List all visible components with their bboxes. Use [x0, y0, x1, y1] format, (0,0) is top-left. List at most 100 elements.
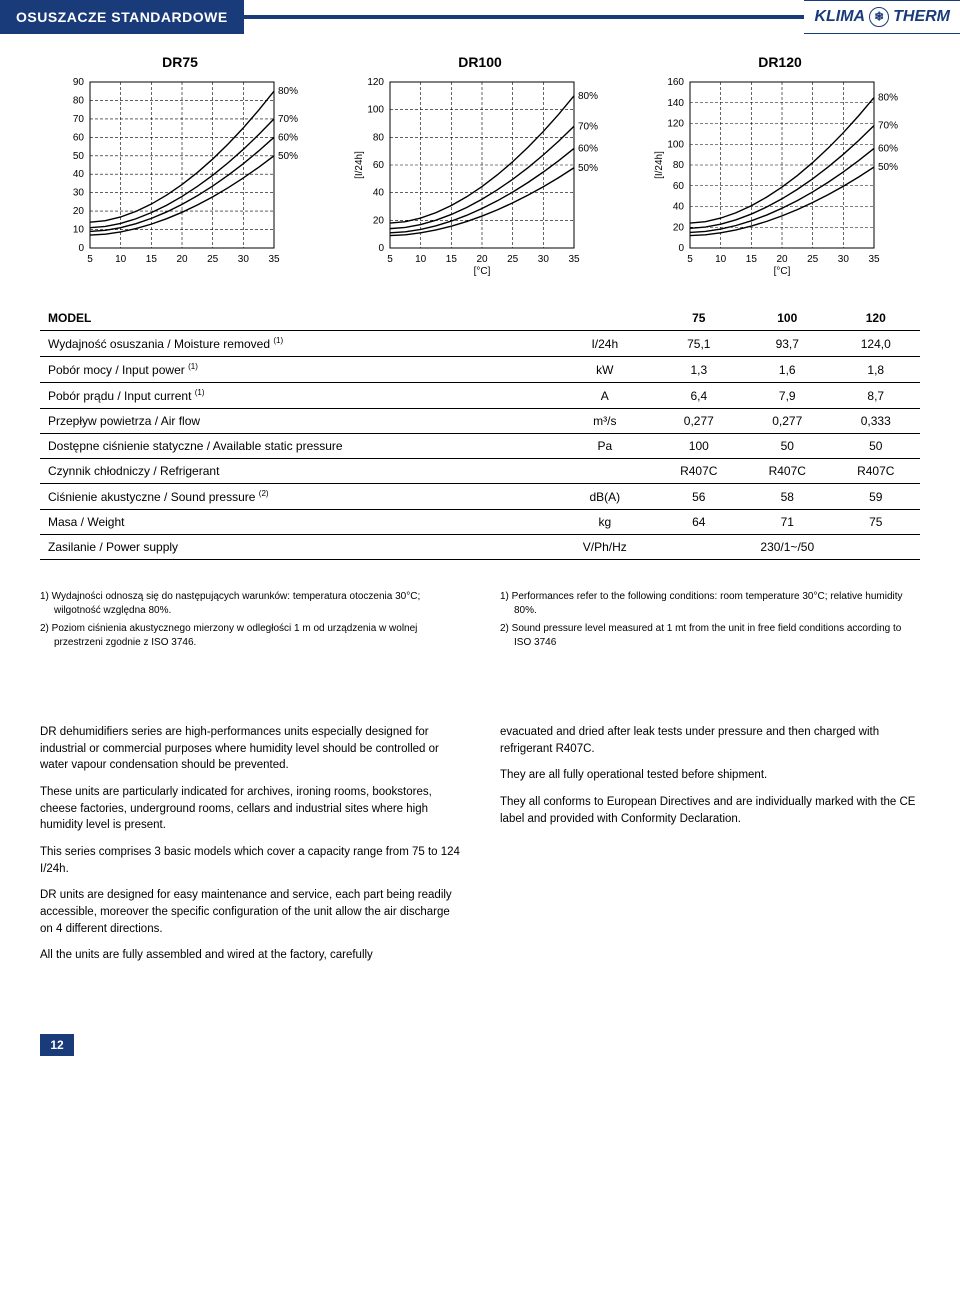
table-cell: 93,7 [743, 331, 831, 357]
svg-text:25: 25 [807, 254, 819, 265]
table-cell: 0,277 [655, 409, 743, 434]
svg-text:50: 50 [73, 151, 85, 162]
table-cell: 59 [831, 484, 920, 510]
table-cell: A [555, 383, 655, 409]
table-row: Wydajność osuszania / Moisture removed (… [40, 331, 920, 357]
svg-text:50%: 50% [878, 162, 898, 173]
chart-dr100: DR100 5101520253035020406080100120[I/24h… [340, 54, 620, 276]
svg-text:35: 35 [268, 254, 280, 265]
table-cell: 230/1~/50 [655, 535, 920, 560]
svg-text:15: 15 [146, 254, 158, 265]
spec-table-body: MODEL75100120Wydajność osuszania / Moist… [40, 306, 920, 560]
table-row: Dostępne ciśnienie statyczne / Available… [40, 434, 920, 459]
chart-title: DR75 [162, 54, 198, 70]
svg-text:5: 5 [387, 254, 393, 265]
svg-text:60: 60 [73, 132, 85, 143]
page-header: OSUSZACZE STANDARDOWE KLIMA THERM [0, 0, 960, 34]
svg-text:80%: 80% [578, 91, 598, 102]
text-paragraph: They are all fully operational tested be… [500, 767, 920, 784]
svg-text:30: 30 [238, 254, 250, 265]
svg-text:40: 40 [373, 188, 385, 199]
table-cell: V/Ph/Hz [555, 535, 655, 560]
brand-logo: KLIMA THERM [804, 0, 960, 34]
table-cell: 100 [655, 434, 743, 459]
svg-text:60%: 60% [278, 132, 298, 143]
table-row: Zasilanie / Power supplyV/Ph/Hz230/1~/50 [40, 535, 920, 560]
table-cell: Pobór mocy / Input power (1) [40, 357, 555, 383]
chart-title: DR120 [758, 54, 802, 70]
svg-text:100: 100 [367, 105, 384, 116]
table-header-cell: 120 [831, 306, 920, 331]
table-header-cell: 75 [655, 306, 743, 331]
svg-text:5: 5 [687, 254, 693, 265]
table-cell: 1,3 [655, 357, 743, 383]
svg-text:70: 70 [73, 114, 85, 125]
footnote-col-left: 1) Wydajności odnoszą się do następujący… [40, 590, 460, 654]
table-cell: Przepływ powietrza / Air flow [40, 409, 555, 434]
table-cell: kg [555, 510, 655, 535]
table-cell: 7,9 [743, 383, 831, 409]
svg-text:15: 15 [446, 254, 458, 265]
svg-text:0: 0 [378, 243, 384, 254]
table-cell: I/24h [555, 331, 655, 357]
text-paragraph: They all conforms to European Directives… [500, 794, 920, 827]
table-cell [555, 459, 655, 484]
svg-text:35: 35 [568, 254, 580, 265]
chart-svg: 5101520253035020406080100120140160[I/24h… [650, 76, 910, 276]
svg-text:35: 35 [868, 254, 880, 265]
svg-text:70%: 70% [878, 121, 898, 132]
svg-text:120: 120 [667, 119, 684, 130]
svg-text:20: 20 [176, 254, 188, 265]
table-cell: Czynnik chłodniczy / Refrigerant [40, 459, 555, 484]
svg-text:70%: 70% [578, 121, 598, 132]
svg-text:25: 25 [507, 254, 519, 265]
svg-text:60: 60 [673, 181, 685, 192]
table-row: Masa / Weightkg647175 [40, 510, 920, 535]
svg-text:[°C]: [°C] [774, 266, 791, 276]
footnotes: 1) Wydajności odnoszą się do następujący… [0, 590, 960, 724]
text-paragraph: 1) Performances refer to the following c… [500, 590, 920, 618]
svg-text:140: 140 [667, 98, 684, 109]
table-cell: Pobór prądu / Input current (1) [40, 383, 555, 409]
svg-text:80%: 80% [878, 93, 898, 104]
svg-text:60: 60 [373, 160, 385, 171]
text-paragraph: 2) Poziom ciśnienia akustycznego mierzon… [40, 622, 460, 650]
svg-text:10: 10 [415, 254, 427, 265]
text-paragraph: These units are particularly indicated f… [40, 784, 460, 834]
svg-text:15: 15 [746, 254, 758, 265]
chart-dr75: DR75 5101520253035010203040506070809080%… [40, 54, 320, 276]
table-cell: 8,7 [831, 383, 920, 409]
table-cell: Zasilanie / Power supply [40, 535, 555, 560]
footnote-col-right: 1) Performances refer to the following c… [500, 590, 920, 654]
text-paragraph: All the units are fully assembled and wi… [40, 947, 460, 964]
svg-text:160: 160 [667, 77, 684, 88]
svg-text:30: 30 [538, 254, 550, 265]
svg-text:80%: 80% [278, 86, 298, 97]
svg-text:[°C]: [°C] [474, 266, 491, 276]
page-number: 12 [40, 1034, 74, 1056]
table-cell: 6,4 [655, 383, 743, 409]
table-cell: m³/s [555, 409, 655, 434]
table-cell: Masa / Weight [40, 510, 555, 535]
table-cell: 50 [831, 434, 920, 459]
table-cell: R407C [831, 459, 920, 484]
charts-row: DR75 5101520253035010203040506070809080%… [0, 54, 960, 306]
spec-table: MODEL75100120Wydajność osuszania / Moist… [40, 306, 920, 560]
text-paragraph: DR units are designed for easy maintenan… [40, 887, 460, 937]
table-cell: 124,0 [831, 331, 920, 357]
table-cell: 56 [655, 484, 743, 510]
table-cell: kW [555, 357, 655, 383]
table-cell: 50 [743, 434, 831, 459]
table-header-cell: 100 [743, 306, 831, 331]
svg-text:25: 25 [207, 254, 219, 265]
svg-text:60%: 60% [878, 143, 898, 154]
table-cell: R407C [655, 459, 743, 484]
svg-text:10: 10 [115, 254, 127, 265]
table-row: Czynnik chłodniczy / Refrigerant R407C R40… [40, 459, 920, 484]
text-paragraph: evacuated and dried after leak tests und… [500, 724, 920, 757]
body-col-left: DR dehumidifiers series are high-perform… [40, 724, 460, 974]
svg-text:20: 20 [673, 222, 685, 233]
svg-text:20: 20 [476, 254, 488, 265]
svg-text:0: 0 [678, 243, 684, 254]
table-cell: Pa [555, 434, 655, 459]
